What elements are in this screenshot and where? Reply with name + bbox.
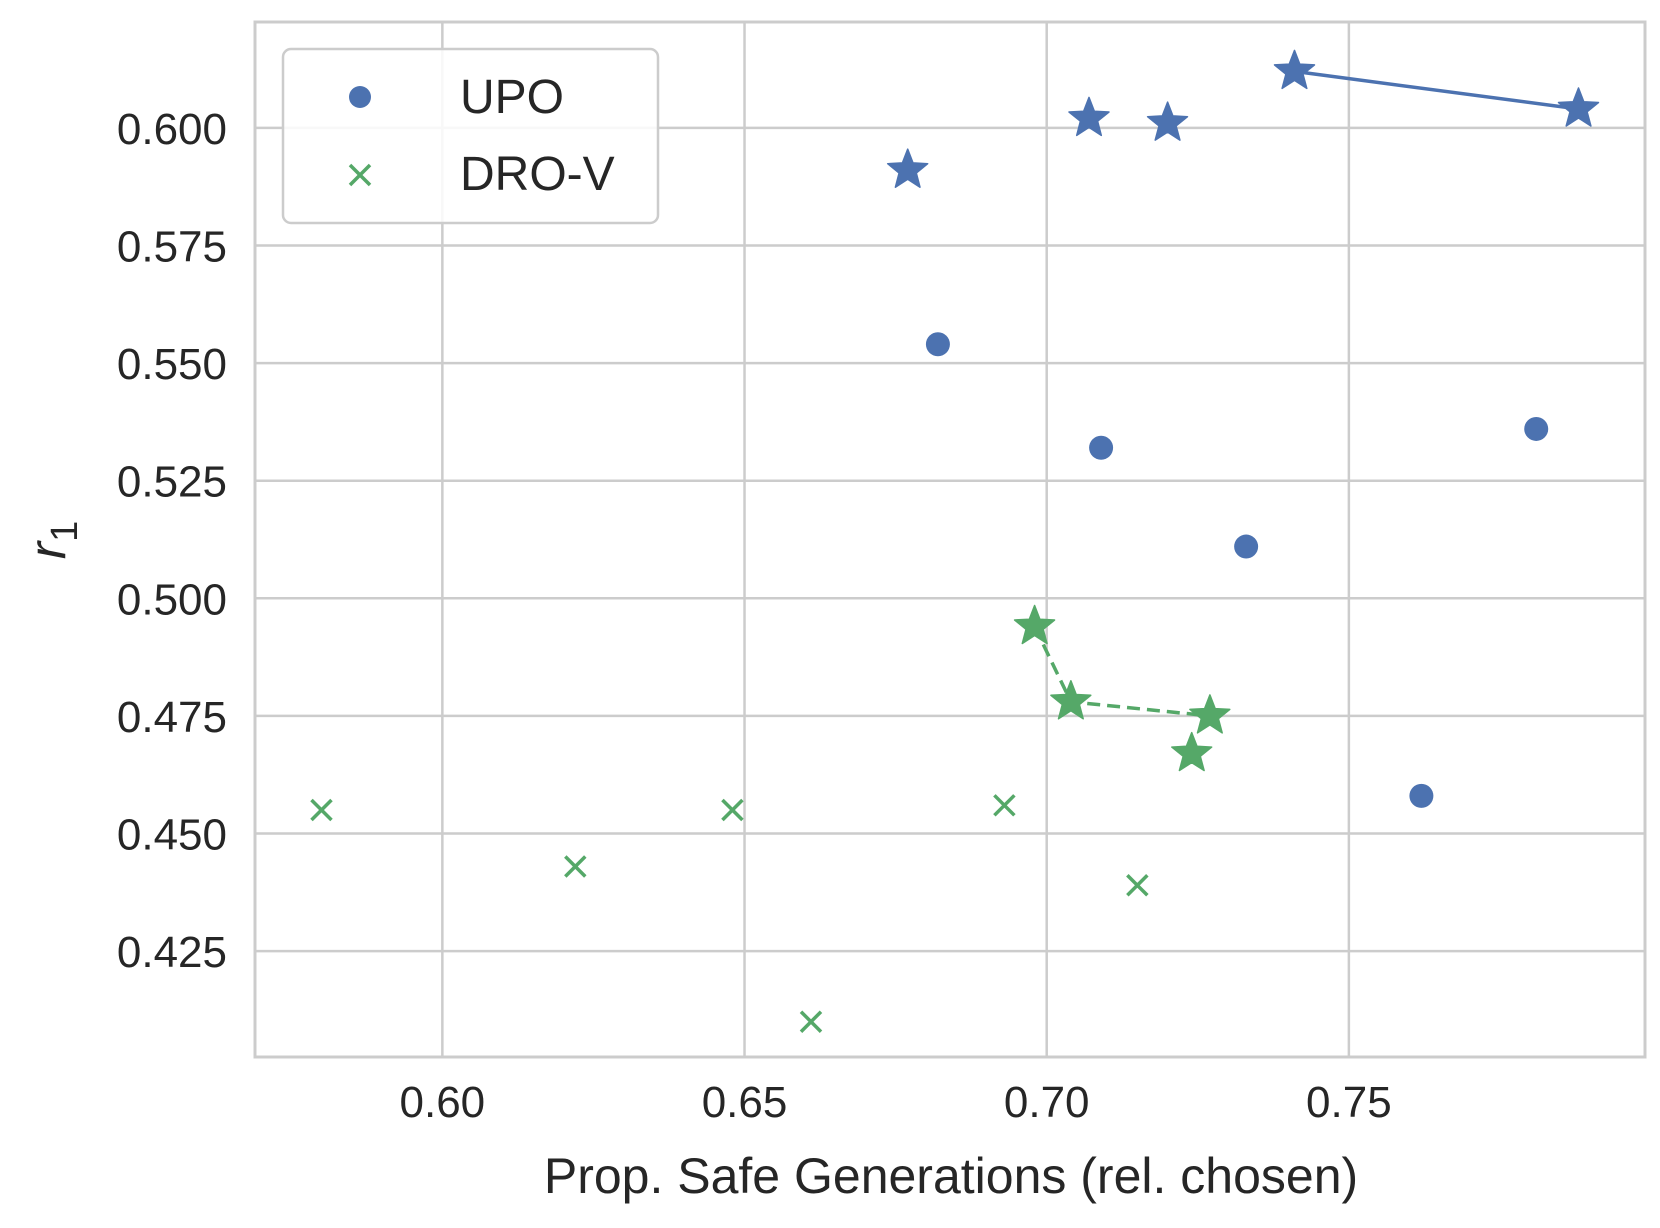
legend-marker-upo (349, 86, 371, 108)
pareto-star-dro-v (1189, 694, 1231, 734)
front-line-upo (1294, 69, 1579, 111)
x-tick-label: 0.75 (1306, 1078, 1392, 1127)
point-dro-v (799, 1010, 823, 1033)
x-tick-label: 0.60 (400, 1078, 486, 1127)
pareto-star-dro-v (1171, 731, 1213, 772)
plot-frame (253, 20, 1647, 1059)
point-upo (925, 332, 950, 357)
pareto-star-upo (1146, 101, 1189, 141)
x-axis-ticks: 0.60 0.65 0.70 0.75 (400, 1078, 1392, 1127)
point-upo (1409, 783, 1434, 808)
legend: UPO DRO-V (281, 47, 660, 225)
legend-marker-dro-v (348, 163, 372, 187)
y-axis-label: r1 (19, 521, 86, 559)
point-upo (1234, 534, 1259, 559)
point-upo (1524, 416, 1549, 441)
pareto-star-dro-v (1050, 680, 1092, 720)
point-dro-v (1126, 874, 1149, 897)
y-tick-label: 0.575 (117, 222, 227, 271)
pareto-star-upo (1273, 49, 1316, 90)
svg-text:r1: r1 (19, 521, 86, 559)
point-dro-v (993, 794, 1016, 817)
y-tick-label: 0.425 (117, 928, 227, 977)
pareto-front-lines (1033, 69, 1579, 718)
y-tick-label: 0.600 (117, 105, 227, 154)
point-upo (1089, 435, 1114, 460)
legend-label-dro-v: DRO-V (460, 148, 615, 201)
data-points (310, 49, 1600, 1033)
x-axis-label: Prop. Safe Generations (rel. chosen) (544, 1148, 1358, 1204)
y-axis-label-main: r (19, 539, 77, 559)
x-tick-label: 0.65 (702, 1078, 788, 1127)
y-tick-label: 0.500 (117, 575, 227, 624)
point-dro-v (721, 798, 744, 822)
legend-box (281, 47, 660, 225)
y-tick-label: 0.525 (117, 458, 227, 507)
pareto-star-upo (886, 148, 929, 188)
x-tick-label: 0.70 (1004, 1078, 1090, 1127)
pareto-star-upo (1068, 96, 1110, 137)
y-tick-label: 0.475 (117, 693, 227, 742)
legend-label-upo: UPO (460, 71, 564, 124)
point-dro-v (564, 855, 587, 878)
pareto-star-upo (1557, 87, 1600, 127)
pareto-star-dro-v (1013, 604, 1056, 645)
point-dro-v (310, 798, 333, 822)
y-tick-label: 0.550 (117, 340, 227, 389)
y-axis-label-sub: 1 (44, 521, 86, 542)
y-axis-ticks: 0.425 0.450 0.475 0.500 0.525 0.550 0.575 0.600 (117, 105, 227, 977)
y-tick-label: 0.450 (117, 811, 227, 860)
